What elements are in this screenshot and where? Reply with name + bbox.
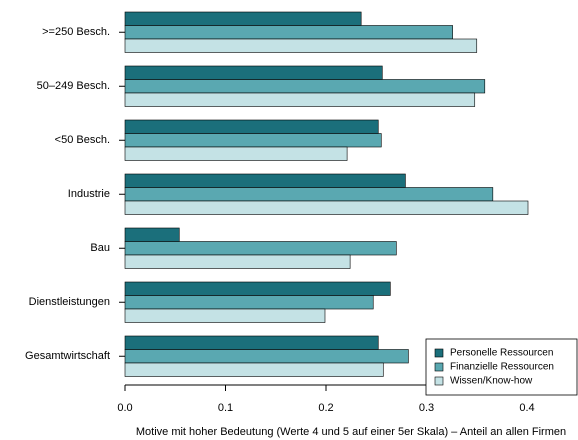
bar (124, 295, 374, 310)
x-tick-label: 0.1 (218, 402, 233, 414)
bar (124, 308, 326, 323)
legend-label: Wissen/Know-how (450, 376, 533, 387)
bar (124, 38, 478, 53)
bar (124, 241, 397, 256)
bar (124, 200, 529, 215)
bar (124, 79, 486, 94)
bar (124, 187, 494, 202)
y-tick-label: >=250 Besch. (42, 26, 110, 38)
legend-swatch (434, 362, 444, 372)
bar (124, 119, 379, 134)
x-tick-label: 0.4 (519, 402, 534, 414)
bar (124, 349, 409, 364)
x-tick-label: 0.2 (318, 402, 333, 414)
bar (124, 227, 180, 242)
legend-label: Personelle Ressourcen (450, 348, 553, 359)
x-tick-label: 0.0 (117, 402, 132, 414)
bar (124, 281, 391, 296)
bar (124, 335, 379, 350)
bar (124, 65, 383, 80)
legend: Personelle Ressourcen Finanzielle Ressour… (425, 338, 578, 396)
bar (124, 362, 384, 377)
bar (124, 92, 476, 107)
legend-box (425, 338, 578, 396)
bar (124, 11, 362, 26)
x-tick-label: 0.3 (419, 402, 434, 414)
y-tick-label: Dienstleistungen (29, 296, 110, 308)
y-tick-label: <50 Besch. (55, 134, 110, 146)
x-axis-label: Motive mit hoher Bedeutung (Werte 4 und … (136, 426, 566, 438)
bar (124, 254, 351, 269)
legend-label: Finanzielle Ressourcen (450, 362, 554, 373)
legend-swatch (434, 348, 444, 358)
y-tick-label: Bau (90, 242, 110, 254)
y-tick-label: Gesamtwirtschaft (25, 350, 110, 362)
bar (124, 146, 348, 161)
bar (124, 173, 406, 188)
bar (124, 25, 453, 40)
y-tick-label: 50–249 Besch. (37, 80, 110, 92)
y-tick-label: Industrie (68, 188, 110, 200)
legend-swatch (434, 376, 444, 386)
bar (124, 133, 382, 148)
